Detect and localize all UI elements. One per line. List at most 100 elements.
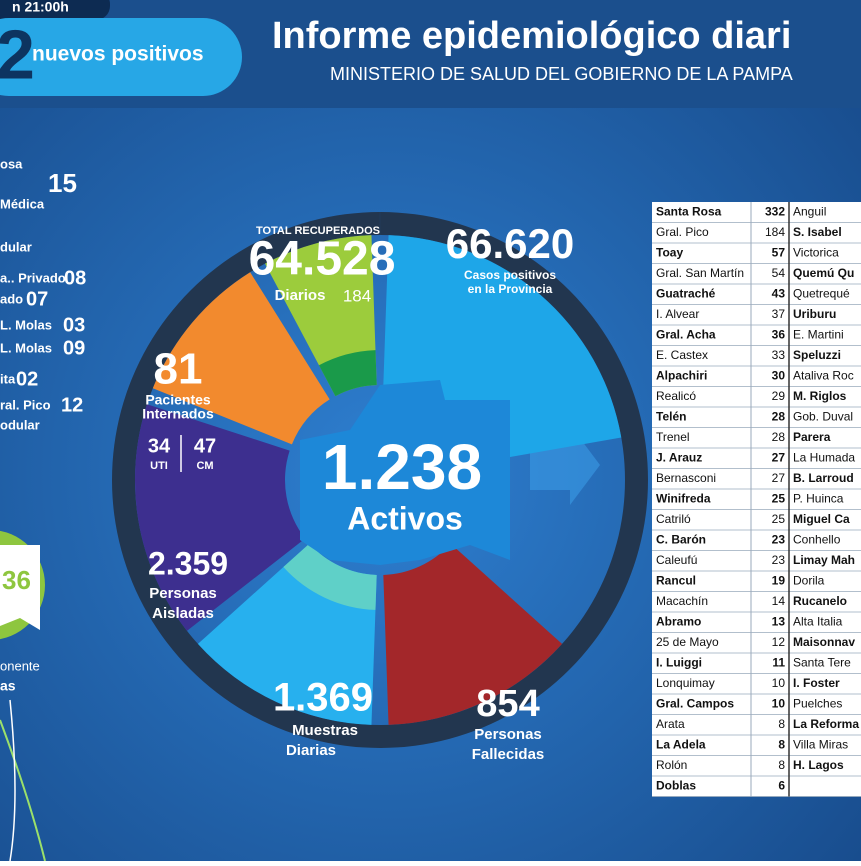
activos-label: Activos <box>347 500 463 536</box>
new-count: 2 <box>0 15 35 93</box>
locality-name: Rucanelo <box>793 594 847 608</box>
locality-name: Doblas <box>656 778 696 792</box>
uti-label: UTI <box>150 460 168 472</box>
recuperados-daily-label: Diarios <box>275 287 326 304</box>
locality-name: J. Arauz <box>656 450 702 464</box>
internados-line: Internados <box>142 406 214 422</box>
locality-count: 10 <box>772 696 786 710</box>
segment <box>383 543 563 725</box>
muestras-line: Muestras <box>292 722 358 739</box>
table-bg <box>652 202 861 797</box>
circle-value: 36 <box>2 565 31 595</box>
locality-count: 29 <box>772 389 786 403</box>
left-value: 08 <box>64 267 86 289</box>
locality-count: 332 <box>765 204 785 218</box>
locality-name: M. Riglos <box>793 389 847 403</box>
new-label: nuevos positivos <box>32 43 204 66</box>
locality-name: Macachín <box>656 594 708 608</box>
locality-count: 23 <box>772 553 786 567</box>
locality-name: Winifreda <box>656 491 711 505</box>
locality-count: 184 <box>765 225 785 239</box>
left-value: 03 <box>63 314 85 336</box>
muestras-line: Diarias <box>286 742 336 759</box>
locality-name: Realicó <box>656 389 696 403</box>
locality-name: E. Castex <box>656 348 708 362</box>
locality-name: P. Huinca <box>793 491 844 505</box>
circle-caption: onente <box>0 658 40 673</box>
deco-line <box>9 699 16 862</box>
locality-name: Santa Tere <box>793 655 851 669</box>
locality-count: 19 <box>772 573 786 587</box>
locality-name: I. Alvear <box>656 307 699 321</box>
locality-count: 10 <box>772 676 786 690</box>
circle-caption: as <box>0 678 16 694</box>
locality-count: 27 <box>772 450 786 464</box>
locality-name: Gral. Pico <box>656 225 709 239</box>
internados-line: Pacientes <box>145 392 211 408</box>
time-pill <box>0 0 110 20</box>
locality-name: Bernasconi <box>656 471 716 485</box>
locality-name: Conhello <box>793 532 841 546</box>
locality-count: 54 <box>772 266 786 280</box>
aisladas-value: 2.359 <box>148 545 228 581</box>
inner-ring <box>318 350 377 397</box>
locality-name: Dorila <box>793 573 825 587</box>
locality-name: Speluzzi <box>793 348 841 362</box>
locality-count: 13 <box>772 614 786 628</box>
locality-name: B. Larroud <box>793 471 854 485</box>
fallecidas-line: Fallecidas <box>472 746 545 763</box>
left-value: 02 <box>16 368 38 390</box>
locality-name: Alpachiri <box>656 368 707 382</box>
locality-name: Gob. Duval <box>793 409 853 423</box>
left-value: 12 <box>61 394 83 416</box>
positivos-value: 66.620 <box>446 220 574 267</box>
locality-name: H. Lagos <box>793 758 844 772</box>
locality-count: 14 <box>772 594 786 608</box>
locality-count: 12 <box>772 635 786 649</box>
left-value: 09 <box>63 337 85 359</box>
province-shape <box>300 380 510 565</box>
locality-name: Maisonnav <box>793 635 855 649</box>
locality-name: Anguil <box>793 204 826 218</box>
left-label: dular <box>0 239 32 254</box>
positivos-line: en la Provincia <box>468 282 553 296</box>
locality-name: Rancul <box>656 573 696 587</box>
cm-value: 47 <box>194 435 216 457</box>
locality-name: Caleufú <box>656 553 697 567</box>
locality-count: 11 <box>772 655 785 669</box>
locality-count: 23 <box>772 532 786 546</box>
recuperados-value: 64.528 <box>249 233 396 286</box>
locality-count: 25 <box>772 512 786 526</box>
title: Informe epidemiológico diari <box>272 15 791 57</box>
locality-name: Telén <box>656 409 686 423</box>
aisladas-line: Personas <box>149 585 217 602</box>
left-value: 15 <box>48 168 77 198</box>
locality-name: 25 de Mayo <box>656 635 719 649</box>
locality-name: Ataliva Roc <box>793 368 854 382</box>
locality-count: 43 <box>772 286 786 300</box>
left-value: 07 <box>26 288 48 310</box>
locality-name: Santa Rosa <box>656 204 722 218</box>
left-label: L. Molas <box>0 317 52 332</box>
inner-ring <box>283 543 377 610</box>
locality-name: La Reforma <box>793 717 859 731</box>
left-label: Médica <box>0 196 45 211</box>
cm-label: CM <box>196 460 213 472</box>
locality-count: 37 <box>772 307 786 321</box>
locality-name: Catriló <box>656 512 691 526</box>
locality-name: Miguel Ca <box>793 512 850 526</box>
deco-line <box>0 719 46 862</box>
fallecidas-line: Personas <box>474 726 542 743</box>
locality-name: Uriburu <box>793 307 836 321</box>
locality-count: 33 <box>772 348 786 362</box>
locality-name: La Adela <box>656 737 706 751</box>
locality-table: Santa Rosa 332 Gral. Pico 184 Toay 57 Gral. Sa… <box>652 202 861 797</box>
positivos-line: Casos positivos <box>464 268 556 282</box>
locality-name: I. Luiggi <box>656 655 702 669</box>
uti-value: 34 <box>148 435 171 457</box>
locality-name: I. Foster <box>793 676 840 690</box>
locality-name: Alta Italia <box>793 614 843 628</box>
left-label: osa <box>0 156 23 171</box>
left-label: ado <box>0 291 23 306</box>
